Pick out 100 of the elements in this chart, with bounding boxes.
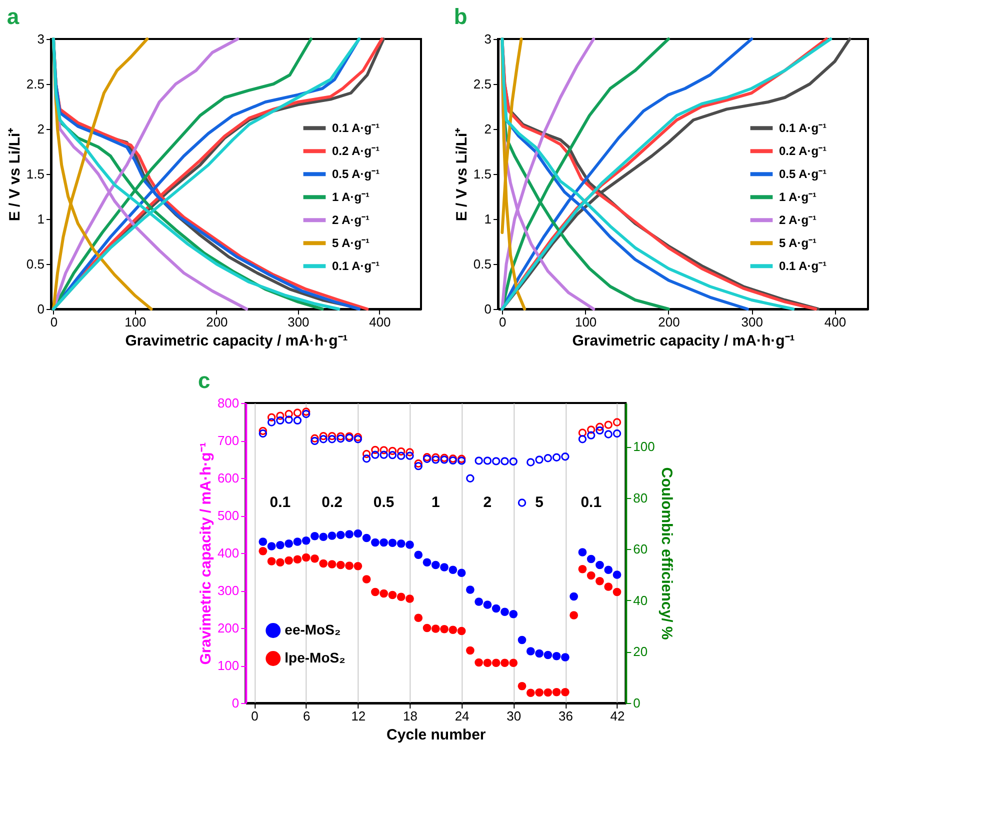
- x-tick-label: 36: [558, 708, 573, 724]
- point: [267, 413, 276, 422]
- point: [570, 592, 578, 601]
- legend-label: 0.1 A·g⁻¹: [779, 259, 827, 274]
- x-tick-label: 0: [251, 708, 258, 724]
- y-tick-label: 200: [217, 620, 240, 636]
- x-tick-label: 18: [403, 708, 418, 724]
- point: [336, 434, 345, 443]
- point: [414, 614, 423, 622]
- x-tick-label: 42: [610, 708, 625, 724]
- point: [276, 558, 284, 567]
- point: [345, 562, 354, 570]
- point: [276, 416, 284, 425]
- point: [535, 649, 544, 658]
- y-tick-label: 700: [217, 433, 240, 448]
- point: [586, 571, 596, 580]
- annotation: 1: [431, 494, 440, 511]
- y-tick-label: 500: [217, 508, 240, 523]
- point: [561, 688, 570, 696]
- point: [328, 560, 336, 568]
- legend-label: 1 A·g⁻¹: [332, 190, 370, 204]
- point: [570, 611, 578, 620]
- x-tick-label: 0: [499, 314, 506, 330]
- point: [396, 539, 406, 548]
- point: [457, 568, 466, 578]
- point: [336, 432, 345, 440]
- chart-title: a: [6, 4, 20, 29]
- y-tick-label: 100: [217, 658, 240, 673]
- point: [474, 456, 483, 465]
- point: [587, 431, 596, 440]
- point: [509, 457, 518, 466]
- legend-label: 2 A·g⁻¹: [779, 213, 817, 228]
- point: [406, 452, 414, 460]
- y-tick-label: 2.5: [26, 76, 44, 92]
- point: [474, 658, 484, 667]
- point: [380, 446, 388, 454]
- x-axis-title: Cycle number: [386, 726, 486, 744]
- point: [284, 556, 294, 565]
- point: [293, 555, 302, 564]
- point: [258, 429, 268, 438]
- y-tick-label: 1: [37, 212, 44, 226]
- legend-label: 0.2 A·g⁻¹: [779, 144, 827, 158]
- point: [578, 564, 587, 574]
- point: [500, 608, 509, 616]
- point: [267, 557, 276, 566]
- point: [302, 553, 310, 562]
- point: [432, 453, 440, 462]
- point: [466, 646, 474, 655]
- legend-label: lpe-MoS₂: [284, 650, 346, 666]
- point: [258, 546, 268, 556]
- point: [406, 448, 414, 456]
- point: [414, 459, 422, 468]
- point: [448, 626, 458, 634]
- x-tick-label: 400: [824, 314, 846, 330]
- point: [578, 548, 587, 556]
- y-tick-label: 1.5: [473, 166, 492, 182]
- y-tick-label: 1.5: [26, 166, 44, 182]
- point: [293, 538, 302, 546]
- point: [612, 570, 622, 579]
- point: [258, 538, 268, 546]
- point: [397, 452, 406, 460]
- point: [310, 434, 319, 442]
- y-tick-label: 2.5: [473, 76, 492, 92]
- chart-title: c: [198, 368, 210, 393]
- point: [483, 456, 492, 465]
- point: [500, 658, 509, 668]
- legend-label: 0.2 A·g⁻¹: [332, 144, 380, 158]
- point: [396, 592, 406, 602]
- point: [267, 418, 276, 426]
- point: [596, 422, 604, 431]
- point: [388, 446, 397, 456]
- point: [380, 450, 388, 459]
- point: [518, 636, 526, 644]
- chart-title: b: [454, 4, 468, 29]
- point: [371, 538, 380, 547]
- y-tick-label: 0: [37, 302, 44, 316]
- point: [552, 652, 561, 660]
- point: [310, 436, 319, 446]
- point: [466, 586, 474, 594]
- annotation: 0.2: [322, 494, 342, 511]
- point: [544, 650, 552, 660]
- point: [474, 598, 484, 606]
- y-axis-title: E / V vs Li/Li⁺: [453, 128, 470, 222]
- point: [276, 540, 284, 550]
- legend-label: 5 A·g⁻¹: [779, 236, 817, 250]
- point: [422, 558, 432, 567]
- x-tick-label: 400: [369, 314, 391, 330]
- legend-label: 2 A·g⁻¹: [332, 213, 370, 228]
- point: [544, 688, 552, 697]
- point: [535, 456, 544, 464]
- x-tick-label: 100: [124, 314, 146, 330]
- point: [596, 560, 604, 570]
- point: [388, 590, 397, 600]
- y2-tick-label: 40: [633, 592, 648, 608]
- point: [526, 458, 535, 466]
- point: [414, 462, 422, 470]
- point: [466, 474, 474, 482]
- point: [604, 566, 613, 574]
- point: [328, 532, 336, 540]
- point: [293, 416, 302, 425]
